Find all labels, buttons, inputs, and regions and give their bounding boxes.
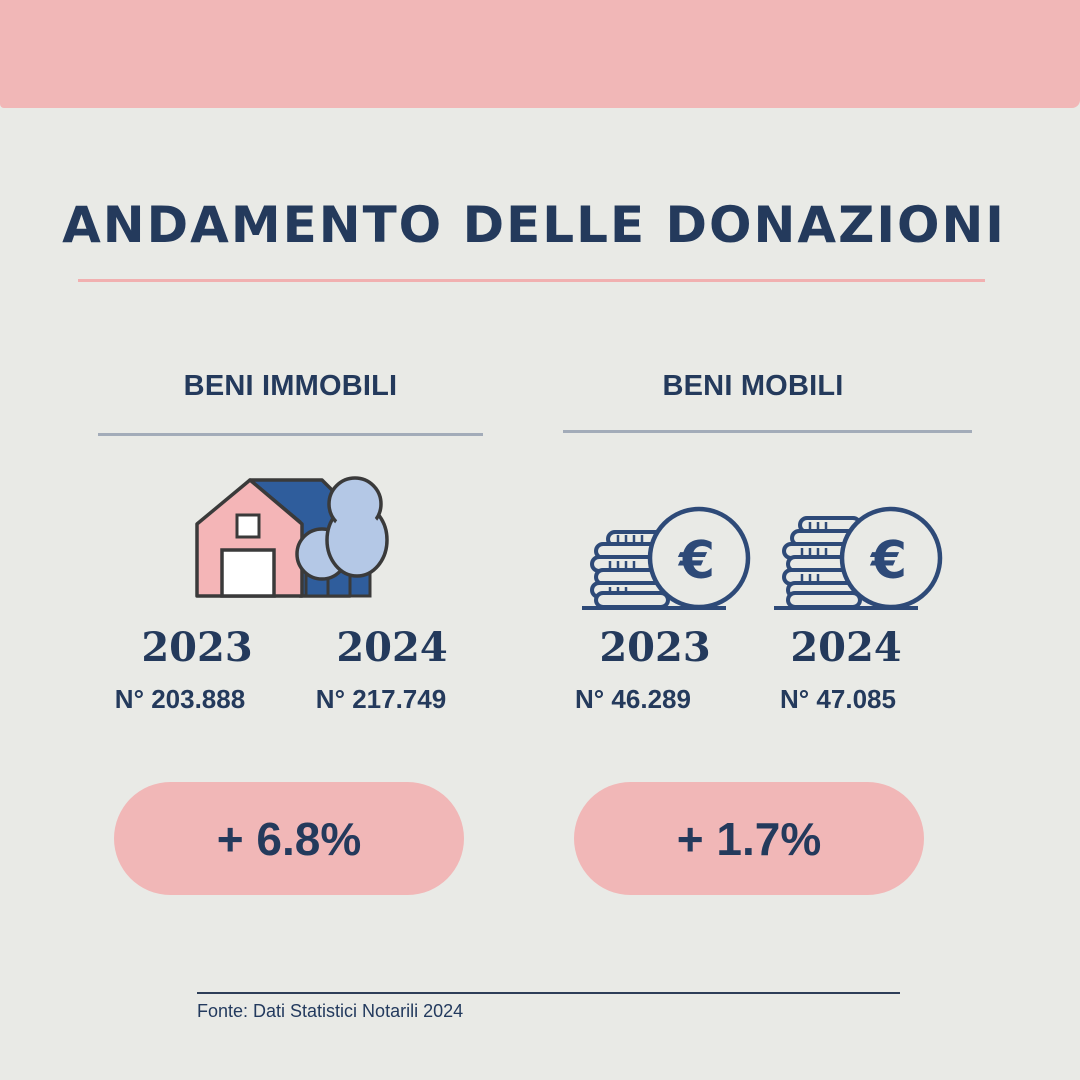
top-banner xyxy=(0,0,1080,108)
euro-coins-icon: € xyxy=(774,506,943,610)
source-note: Fonte: Dati Statistici Notarili 2024 xyxy=(197,1001,464,1021)
year-2023-immobili: 2023 xyxy=(141,624,253,671)
section-divider-immobili xyxy=(98,433,483,436)
change-badge-mobili: + 1.7% xyxy=(574,782,924,895)
count-2023-immobili: N° 203.888 xyxy=(114,684,246,714)
title-divider xyxy=(78,279,985,282)
change-badge-immobili: + 6.8% xyxy=(114,782,464,895)
svg-text:€: € xyxy=(870,531,907,591)
count-2023-mobili: N° 46.289 xyxy=(575,684,691,714)
year-2023-mobili: 2023 xyxy=(599,624,711,671)
euro-coins-icon: € xyxy=(582,506,751,610)
count-2024-immobili: N° 217.749 xyxy=(315,684,447,714)
house-with-tree-icon xyxy=(195,476,389,598)
source-divider xyxy=(197,992,900,994)
page-title: ANDAMENTO DELLE DONAZIONI xyxy=(62,196,1006,254)
section-heading-immobili: BENI IMMOBILI xyxy=(183,370,398,402)
year-2024-mobili: 2024 xyxy=(790,624,902,671)
svg-text:€: € xyxy=(678,531,715,591)
year-2024-immobili: 2024 xyxy=(336,624,448,671)
section-divider-mobili xyxy=(563,430,972,433)
section-heading-mobili: BENI MOBILI xyxy=(662,370,844,402)
count-2024-mobili: N° 47.085 xyxy=(780,684,896,714)
